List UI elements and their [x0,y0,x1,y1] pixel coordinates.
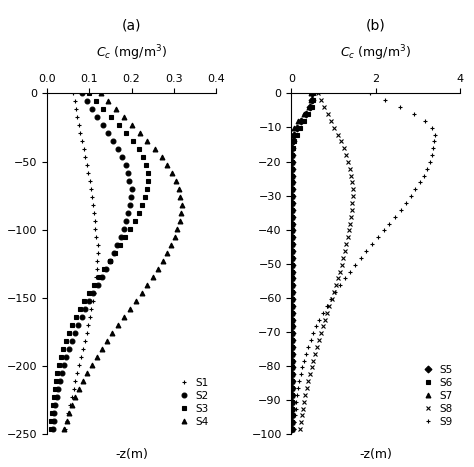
S4 [80,378,86,383]
S6 [289,403,294,408]
Line: S2: S2 [50,91,134,437]
S8 [349,181,355,187]
Text: (b): (b) [366,18,385,32]
S8 [321,104,327,110]
Line: S6: S6 [289,91,315,437]
S5 [303,111,309,117]
S5 [309,91,315,96]
S5 [289,403,294,408]
S9 [367,91,373,96]
S7 [309,91,314,96]
S1 [61,432,67,437]
Line: S4: S4 [60,91,184,437]
Text: (a): (a) [122,18,141,32]
S6 [289,154,295,160]
S2 [80,92,86,97]
S6 [306,111,311,117]
S5 [289,432,294,437]
S3 [53,378,59,383]
S3 [84,292,90,298]
Legend: S1, S2, S3, S4: S1, S2, S3, S4 [175,375,210,429]
S3 [87,92,92,97]
S9 [397,104,403,110]
S5 [289,154,295,160]
S1 [91,294,96,299]
S4 [70,400,76,405]
S7 [289,154,294,160]
S7 [289,403,294,408]
Line: S8: S8 [297,91,355,437]
S9 [292,414,298,420]
S5 [289,181,294,187]
S9 [428,154,434,160]
Line: S3: S3 [48,91,151,437]
Line: S5: S5 [289,91,314,437]
S9 [411,111,417,117]
S7 [289,432,294,437]
Text: -z(m): -z(m) [115,448,148,461]
S1 [68,400,73,405]
S3 [86,91,91,96]
S7 [289,181,294,187]
S4 [132,299,138,305]
S2 [90,292,95,298]
S8 [344,154,350,160]
S5 [308,104,313,110]
Legend: S5, S6, S7, S8, S9: S5, S6, S7, S8, S9 [419,362,455,429]
S6 [309,104,314,110]
S4 [136,294,142,299]
S6 [289,414,294,420]
S6 [310,91,315,96]
S2 [57,378,63,383]
Line: S1: S1 [62,91,100,437]
S9 [293,403,299,408]
S1 [71,92,76,97]
S2 [86,299,91,305]
S3 [48,432,54,437]
Line: S9: S9 [291,91,437,437]
S8 [316,91,321,96]
Line: S7: S7 [289,91,314,437]
S8 [299,414,304,420]
S4 [60,432,65,437]
Text: -z(m): -z(m) [359,448,392,461]
Text: $C_c$ (mg/m$^3$): $C_c$ (mg/m$^3$) [340,43,411,63]
S1 [73,378,78,383]
S2 [53,400,59,405]
S4 [99,91,104,96]
S6 [289,181,294,187]
S2 [49,432,55,437]
S9 [291,432,296,437]
S6 [289,432,294,437]
S7 [301,111,306,117]
S4 [100,92,105,97]
S1 [90,299,96,305]
S7 [306,104,312,110]
S2 [89,294,94,299]
S8 [296,432,302,437]
S1 [91,292,97,298]
S3 [84,294,90,299]
S4 [137,292,143,298]
S9 [416,181,421,187]
S2 [79,91,85,96]
S7 [289,414,294,420]
S3 [81,299,86,305]
S1 [71,91,76,96]
S8 [325,111,330,117]
Text: $C_c$ (mg/m$^3$): $C_c$ (mg/m$^3$) [96,43,167,63]
S5 [289,414,294,420]
S3 [50,400,56,405]
S8 [301,403,306,408]
